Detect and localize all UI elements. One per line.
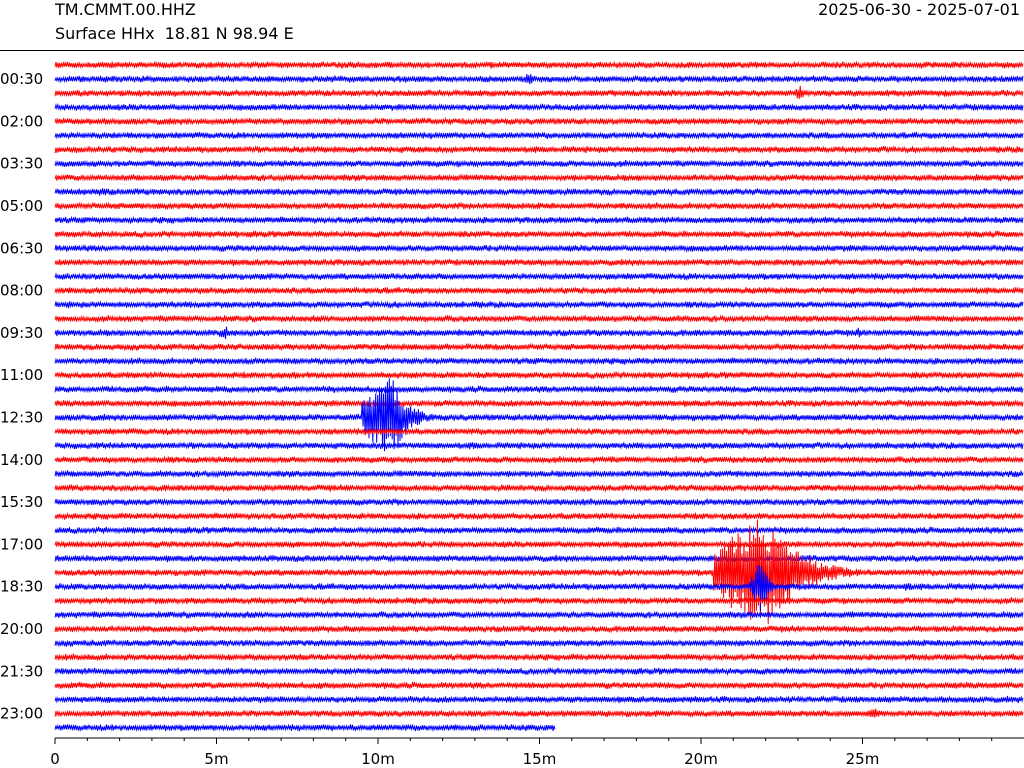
x-tick-label: 5m xyxy=(204,750,228,768)
y-tick-label: 20:00 xyxy=(0,620,43,638)
trace-row-45 xyxy=(54,695,1024,704)
trace-row-15 xyxy=(54,272,1024,282)
y-tick-label: 15:30 xyxy=(0,493,43,511)
trace-row-22 xyxy=(54,370,1024,380)
x-tick-label: 10m xyxy=(361,750,395,768)
x-tick-label: 20m xyxy=(684,750,718,768)
trace-row-11 xyxy=(54,215,1024,225)
trace-row-47 xyxy=(54,723,556,732)
x-axis: 0 5m 10m 15m 20m 25m xyxy=(50,737,1024,768)
trace-rows xyxy=(54,60,1024,732)
trace-row-7 xyxy=(54,159,1024,168)
y-tick-label: 11:00 xyxy=(0,366,43,384)
trace-row-0 xyxy=(54,60,1024,70)
trace-row-2 xyxy=(54,85,1024,99)
trace-row-35 xyxy=(54,553,1024,563)
trace-row-3 xyxy=(54,102,1024,112)
y-tick-label: 09:30 xyxy=(0,324,43,342)
trace-row-42 xyxy=(54,652,1024,662)
y-tick-labels: 00:30 02:00 03:30 05:00 06:30 08:00 09:30 11:00… xyxy=(0,70,43,723)
trace-row-34 xyxy=(54,540,1024,549)
trace-row-39 xyxy=(54,610,1024,620)
trace-row-37 xyxy=(54,564,1024,611)
y-tick-label: 21:30 xyxy=(0,662,43,680)
trace-row-8 xyxy=(54,173,1024,183)
trace-row-10 xyxy=(54,201,1024,211)
trace-row-13 xyxy=(54,243,1024,253)
x-tick-label: 0 xyxy=(50,750,60,768)
trace-row-43 xyxy=(54,666,1024,676)
station-subtitle: Surface HHx 18.81 N 98.94 E xyxy=(55,24,294,43)
y-tick-label: 05:00 xyxy=(0,197,43,215)
y-tick-label: 02:00 xyxy=(0,112,43,130)
x-tick-label: 15m xyxy=(523,750,557,768)
trace-row-9 xyxy=(54,187,1024,197)
x-tick-label: 25m xyxy=(846,750,880,768)
trace-row-5 xyxy=(54,131,1024,140)
trace-row-25 xyxy=(54,378,1024,452)
trace-row-18 xyxy=(54,314,1024,323)
y-tick-label: 00:30 xyxy=(0,70,43,88)
trace-row-1 xyxy=(54,74,1024,85)
station-title: TM.CMMT.00.HHZ xyxy=(55,0,196,19)
trace-row-21 xyxy=(54,356,1024,366)
trace-row-23 xyxy=(54,384,1024,394)
trace-row-14 xyxy=(54,257,1024,267)
y-tick-label: 06:30 xyxy=(0,239,43,257)
trace-row-29 xyxy=(54,469,1024,479)
y-tick-label: 17:00 xyxy=(0,535,43,553)
trace-row-17 xyxy=(54,300,1024,310)
trace-row-19 xyxy=(54,326,1024,340)
trace-row-32 xyxy=(54,511,1024,521)
trace-row-16 xyxy=(54,286,1024,295)
trace-row-6 xyxy=(54,145,1024,154)
trace-row-4 xyxy=(54,116,1024,126)
date-range: 2025-06-30 - 2025-07-01 xyxy=(818,0,1020,19)
trace-row-33 xyxy=(54,526,1024,535)
trace-row-20 xyxy=(54,342,1024,352)
trace-row-46 xyxy=(54,708,1024,719)
trace-row-26 xyxy=(54,427,1024,436)
trace-row-44 xyxy=(54,681,1024,691)
y-tick-label: 03:30 xyxy=(0,155,43,173)
trace-row-27 xyxy=(54,441,1024,451)
y-tick-label: 14:00 xyxy=(0,451,43,469)
trace-row-41 xyxy=(54,638,1024,648)
y-tick-label: 23:00 xyxy=(0,705,43,723)
trace-row-38 xyxy=(54,596,1024,606)
header-divider xyxy=(0,50,1024,51)
trace-row-28 xyxy=(54,455,1024,465)
trace-row-31 xyxy=(54,497,1024,507)
trace-row-12 xyxy=(54,229,1024,239)
y-tick-label: 18:30 xyxy=(0,578,43,596)
y-tick-label: 12:30 xyxy=(0,409,43,427)
trace-row-40 xyxy=(54,624,1024,634)
y-tick-label: 08:00 xyxy=(0,282,43,300)
trace-row-36 xyxy=(54,519,1024,625)
trace-row-30 xyxy=(54,483,1024,493)
trace-row-24 xyxy=(54,398,1024,408)
